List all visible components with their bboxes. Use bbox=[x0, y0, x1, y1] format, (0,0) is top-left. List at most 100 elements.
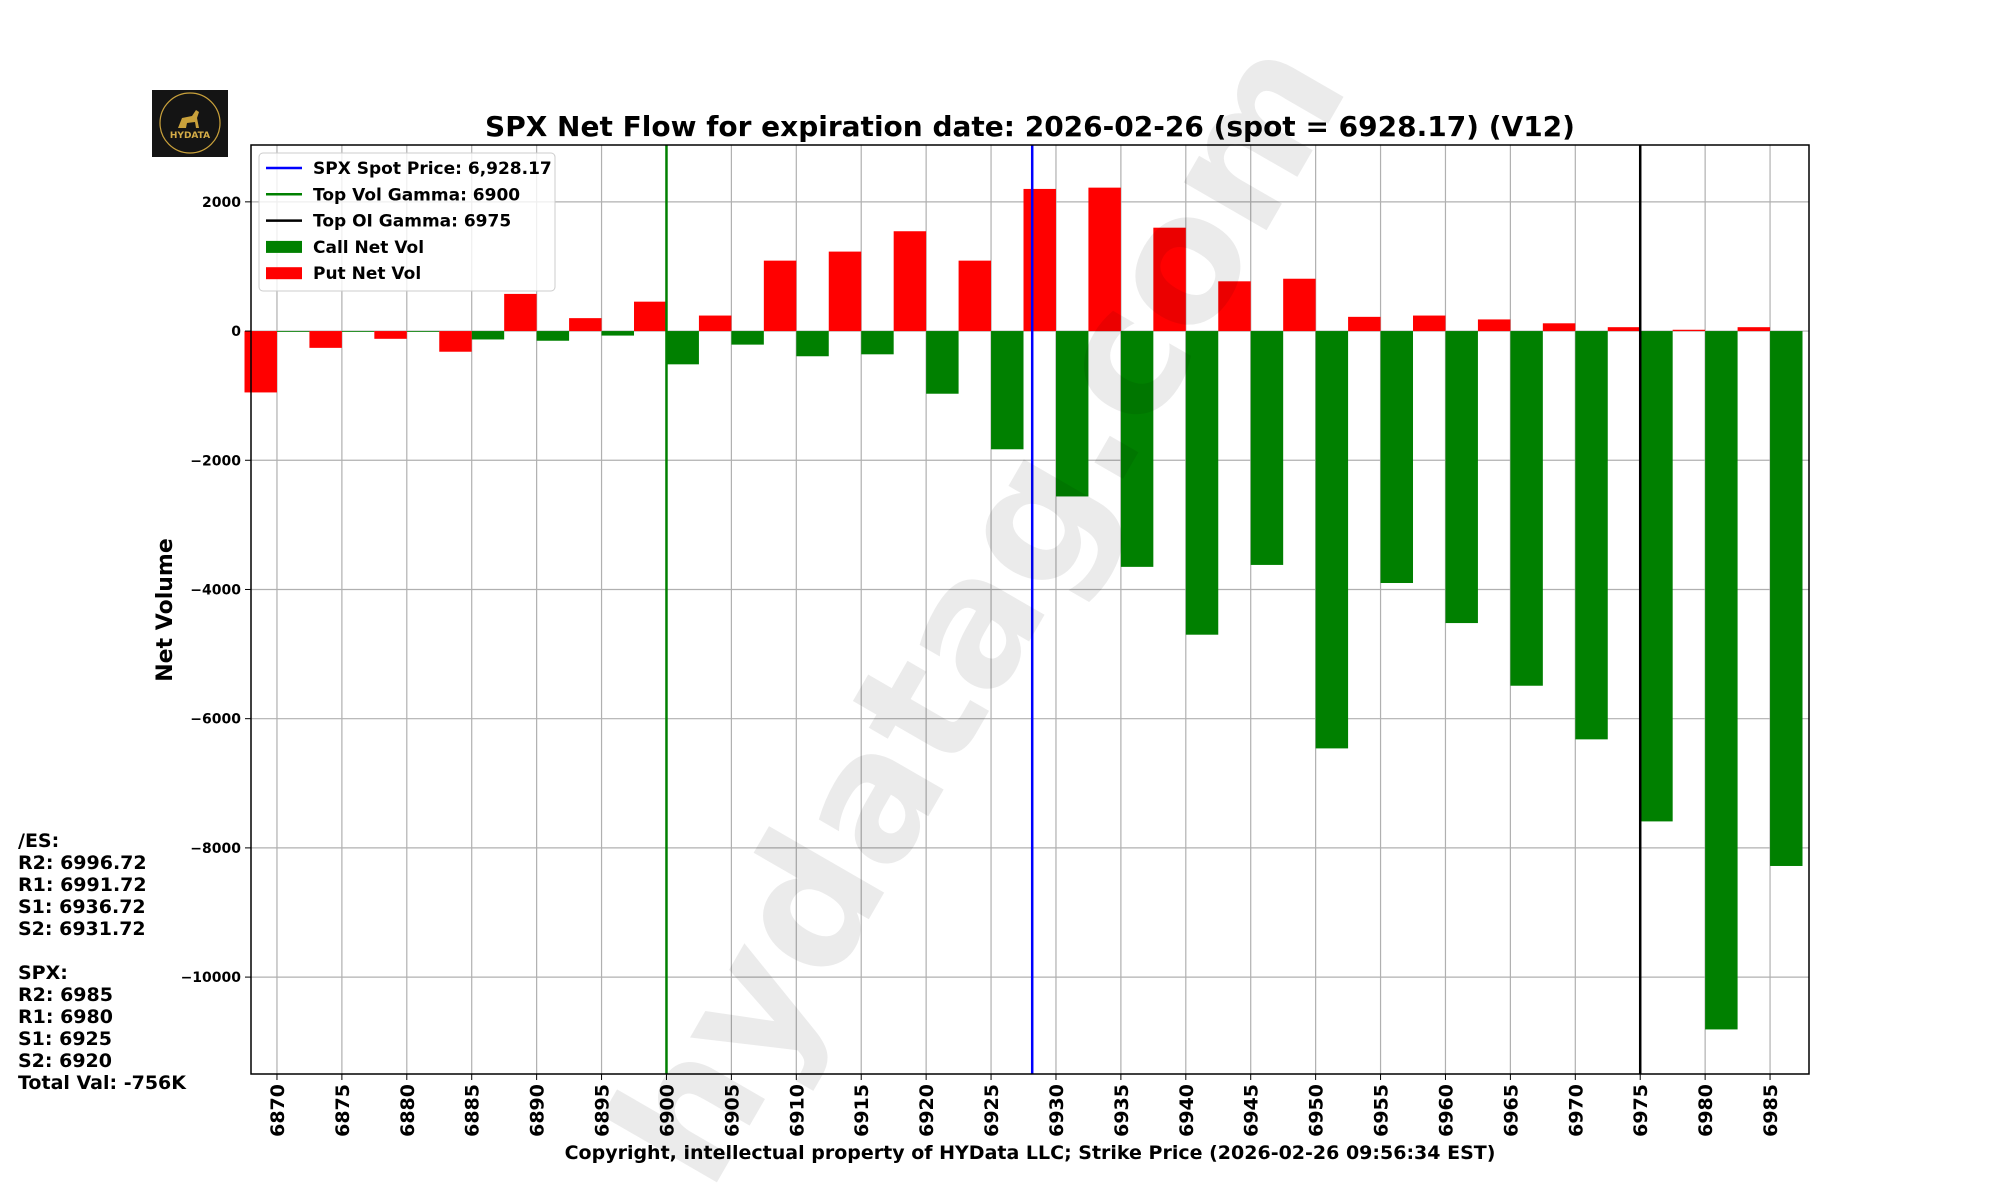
x-tick-label: 6870 bbox=[267, 1084, 289, 1137]
put-net-vol-bar bbox=[1153, 227, 1186, 332]
put-net-vol-bar bbox=[1737, 327, 1771, 332]
x-tick-label: 6920 bbox=[916, 1084, 938, 1137]
bars bbox=[244, 187, 1803, 1030]
x-tick-label: 6965 bbox=[1500, 1084, 1522, 1137]
put-net-vol-bar bbox=[1088, 187, 1121, 332]
put-net-vol-bar bbox=[1348, 316, 1381, 332]
spx-level: S1: 6925 bbox=[18, 1028, 112, 1050]
x-tick-label: 6880 bbox=[397, 1084, 419, 1137]
x-tick-label: 6875 bbox=[332, 1084, 354, 1137]
put-net-vol-bar bbox=[1023, 188, 1056, 332]
x-tick-label: 6980 bbox=[1695, 1084, 1717, 1137]
put-net-vol-bar bbox=[828, 251, 862, 332]
es-level: R2: 6996.72 bbox=[18, 852, 147, 874]
es-level: S2: 6931.72 bbox=[18, 918, 146, 940]
call-net-vol-bar bbox=[731, 331, 764, 345]
spx-level: R1: 6980 bbox=[18, 1006, 113, 1028]
es-level: R1: 6991.72 bbox=[18, 874, 147, 896]
x-tick-label: 6890 bbox=[527, 1084, 549, 1137]
x-tick-label: 6940 bbox=[1176, 1084, 1198, 1137]
call-net-vol-bar bbox=[1575, 331, 1608, 740]
call-net-vol-bar bbox=[341, 331, 375, 332]
call-net-vol-bar bbox=[991, 331, 1024, 450]
put-net-vol-bar bbox=[634, 301, 667, 332]
call-net-vol-bar bbox=[1445, 331, 1478, 624]
x-tick-label: 6900 bbox=[656, 1084, 678, 1137]
put-net-vol-bar bbox=[439, 331, 472, 352]
y-tick-label: 2000 bbox=[202, 195, 241, 211]
put-net-vol-bar bbox=[1413, 315, 1446, 332]
put-net-vol-bar bbox=[958, 260, 992, 332]
y-axis: 2000 0 −2000 −4000 −6000 −8000 −10000 bbox=[181, 195, 251, 986]
y-tick-label: −8000 bbox=[190, 841, 241, 857]
call-net-vol-bar bbox=[926, 331, 959, 394]
call-net-vol-bar bbox=[1055, 331, 1089, 497]
put-net-vol-bar bbox=[504, 293, 537, 332]
x-tick-label: 6945 bbox=[1241, 1084, 1263, 1137]
es-header: /ES: bbox=[18, 830, 60, 852]
call-net-vol-bar bbox=[796, 331, 829, 357]
call-net-vol-bar bbox=[276, 331, 310, 332]
spx-level: S2: 6920 bbox=[18, 1050, 112, 1072]
spx-header: SPX: bbox=[18, 962, 68, 984]
y-tick-label: −2000 bbox=[190, 453, 241, 469]
call-net-vol-bar bbox=[406, 331, 440, 332]
call-net-vol-bar bbox=[1770, 331, 1803, 866]
spx-level: R2: 6985 bbox=[18, 984, 113, 1006]
x-tick-label: 6955 bbox=[1371, 1084, 1393, 1137]
call-net-vol-bar bbox=[1705, 331, 1738, 1030]
legend-label: Call Net Vol bbox=[313, 238, 424, 258]
y-tick-label: −4000 bbox=[190, 582, 241, 598]
call-net-vol-bar bbox=[666, 331, 699, 365]
watermark: hydatag.com bbox=[570, 4, 1387, 1200]
legend-label: Top OI Gamma: 6975 bbox=[313, 212, 511, 232]
y-tick-label: −6000 bbox=[190, 712, 241, 728]
plot-frame bbox=[250, 144, 1810, 1075]
reference-lines bbox=[665, 145, 1642, 1074]
y-tick-label: −10000 bbox=[181, 970, 242, 986]
legend: SPX Spot Price: 6,928.17 Top Vol Gamma: 6… bbox=[258, 152, 556, 292]
chart-title: SPX Net Flow for expiration date: 2026-0… bbox=[485, 110, 1575, 143]
x-axis: 6870 6875 6880 6885 6890 6895 6900 6905 6910 6915… bbox=[267, 1074, 1782, 1137]
x-tick-label: 6950 bbox=[1306, 1084, 1328, 1137]
levels-panel: /ES: R2: 6996.72 R1: 6991.72 S1: 6936.72 S2:… bbox=[18, 830, 186, 1094]
x-tick-label: 6930 bbox=[1046, 1084, 1068, 1137]
call-net-vol-bar bbox=[861, 331, 894, 355]
x-tick-label: 6975 bbox=[1630, 1084, 1652, 1137]
logo-text: HYDATA bbox=[170, 131, 210, 141]
call-net-vol-bar bbox=[1120, 331, 1154, 567]
legend-patch-icon bbox=[266, 267, 302, 280]
call-net-vol-bar bbox=[1380, 331, 1414, 584]
put-net-vol-bar bbox=[893, 231, 927, 332]
x-tick-label: 6910 bbox=[786, 1084, 808, 1137]
x-tick-label: 6935 bbox=[1111, 1084, 1133, 1137]
x-tick-label: 6915 bbox=[851, 1084, 873, 1137]
y-tick-label: 0 bbox=[231, 324, 241, 340]
call-net-vol-bar bbox=[471, 331, 505, 340]
legend-label: SPX Spot Price: 6,928.17 bbox=[313, 159, 552, 179]
legend-patch-icon bbox=[266, 240, 302, 253]
put-net-vol-bar bbox=[698, 315, 732, 332]
put-net-vol-bar bbox=[569, 318, 602, 332]
x-tick-label: 6895 bbox=[592, 1084, 614, 1137]
x-tick-label: 6960 bbox=[1435, 1084, 1457, 1137]
x-tick-label: 6985 bbox=[1760, 1084, 1782, 1137]
put-net-vol-bar bbox=[1218, 281, 1251, 332]
call-net-vol-bar bbox=[1185, 331, 1219, 635]
call-net-vol-bar bbox=[1315, 331, 1349, 749]
legend-label: Put Net Vol bbox=[313, 264, 421, 284]
put-net-vol-bar bbox=[763, 260, 797, 332]
put-net-vol-bar bbox=[1283, 278, 1316, 332]
x-tick-label: 6925 bbox=[981, 1084, 1003, 1137]
put-net-vol-bar bbox=[1672, 329, 1706, 332]
put-net-vol-bar bbox=[1542, 323, 1576, 332]
logo: HYDATA bbox=[152, 90, 228, 157]
call-net-vol-bar bbox=[536, 331, 570, 341]
put-net-vol-bar bbox=[1477, 319, 1511, 332]
put-net-vol-bar bbox=[374, 331, 407, 339]
es-level: S1: 6936.72 bbox=[18, 896, 146, 918]
put-net-vol-bar bbox=[1607, 327, 1641, 332]
call-net-vol-bar bbox=[601, 331, 635, 336]
call-net-vol-bar bbox=[1250, 331, 1284, 565]
